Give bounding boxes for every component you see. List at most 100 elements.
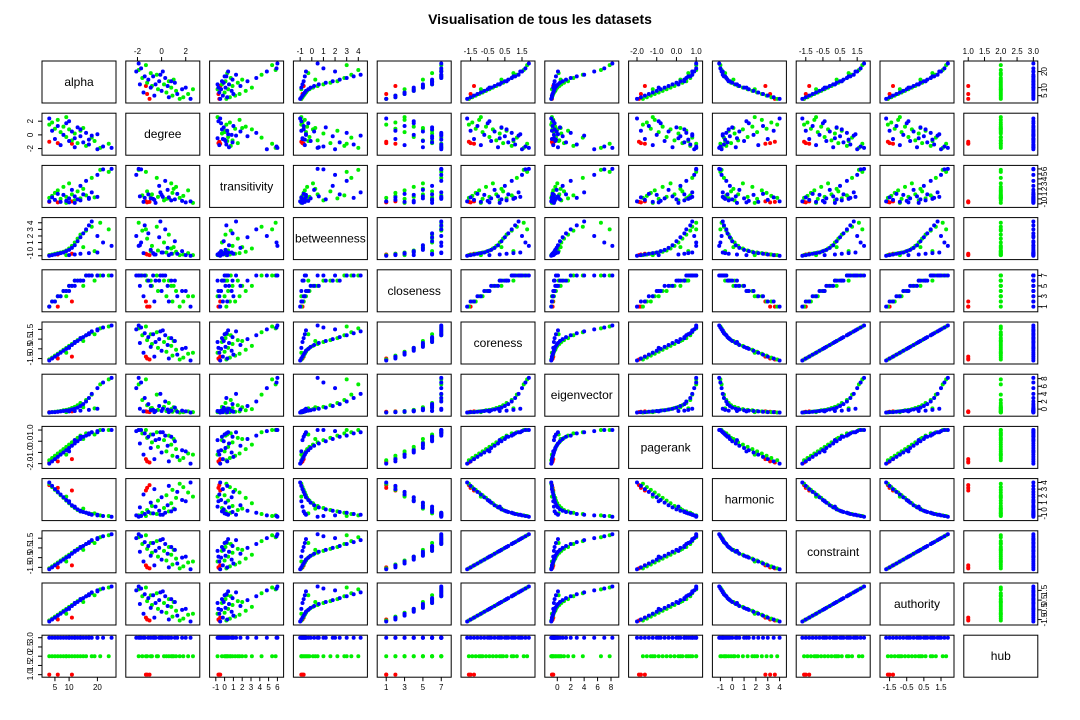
data-point bbox=[312, 187, 317, 192]
data-point bbox=[146, 231, 151, 236]
data-point bbox=[164, 558, 169, 563]
data-point bbox=[662, 283, 667, 288]
data-point bbox=[518, 194, 523, 199]
data-point bbox=[274, 380, 279, 385]
data-point bbox=[145, 236, 150, 241]
data-point bbox=[175, 561, 180, 566]
data-point bbox=[472, 93, 477, 98]
data-point bbox=[402, 199, 407, 204]
data-point bbox=[308, 408, 313, 413]
data-point bbox=[719, 172, 724, 177]
data-point bbox=[86, 407, 91, 412]
data-point bbox=[163, 333, 168, 338]
data-point bbox=[504, 198, 509, 203]
data-point bbox=[827, 129, 832, 134]
data-point bbox=[312, 84, 317, 89]
data-point bbox=[145, 92, 150, 97]
data-point bbox=[807, 457, 812, 462]
data-point bbox=[574, 142, 579, 147]
scatter-panel-pagerank-vs-eigenvector bbox=[544, 425, 620, 469]
data-point bbox=[151, 407, 156, 412]
data-point bbox=[598, 326, 603, 331]
data-point bbox=[254, 433, 259, 438]
data-point bbox=[223, 232, 228, 237]
data-point bbox=[136, 375, 141, 380]
data-point bbox=[143, 169, 148, 174]
data-point bbox=[562, 189, 567, 194]
data-point bbox=[756, 350, 761, 355]
data-point bbox=[159, 289, 164, 294]
data-point bbox=[654, 192, 659, 197]
data-point bbox=[95, 537, 100, 542]
data-point bbox=[744, 409, 749, 414]
data-point bbox=[222, 432, 227, 437]
data-point bbox=[966, 199, 971, 204]
data-point bbox=[744, 253, 749, 258]
data-point bbox=[560, 79, 565, 84]
data-point bbox=[430, 235, 435, 240]
data-point bbox=[183, 253, 188, 258]
data-point bbox=[484, 184, 488, 189]
data-point bbox=[146, 192, 151, 197]
data-point bbox=[664, 289, 669, 294]
data-point bbox=[721, 142, 726, 147]
data-point bbox=[142, 540, 147, 545]
data-point bbox=[249, 407, 254, 412]
data-point bbox=[237, 351, 242, 356]
data-point bbox=[998, 220, 1003, 225]
data-point bbox=[154, 512, 159, 517]
scatter-panel-closeness-vs-hub bbox=[963, 269, 1039, 313]
data-point bbox=[727, 235, 732, 240]
data-point bbox=[219, 127, 224, 132]
data-point bbox=[216, 119, 221, 124]
data-point bbox=[834, 186, 839, 191]
data-point bbox=[430, 340, 435, 345]
data-point bbox=[858, 428, 863, 433]
data-point bbox=[634, 358, 639, 363]
data-point bbox=[998, 71, 1003, 76]
scatter-panel-transitivity-vs-alpha bbox=[41, 164, 117, 208]
data-point bbox=[235, 141, 240, 146]
data-point bbox=[337, 77, 342, 82]
data-point bbox=[169, 336, 174, 341]
data-point bbox=[607, 141, 612, 146]
data-point bbox=[897, 115, 902, 120]
data-point bbox=[249, 442, 254, 447]
data-point bbox=[153, 200, 158, 205]
data-point bbox=[923, 79, 928, 84]
data-point bbox=[482, 88, 487, 93]
data-point bbox=[761, 191, 766, 196]
data-point bbox=[646, 191, 651, 196]
data-point bbox=[233, 299, 238, 304]
data-point bbox=[245, 545, 250, 550]
data-point bbox=[160, 273, 165, 278]
data-point bbox=[183, 289, 188, 294]
scatter-panel-alpha-vs-eigenvector bbox=[544, 60, 620, 104]
data-point bbox=[487, 200, 492, 205]
scatter-panel-betweenness-vs-pagerank bbox=[628, 217, 704, 261]
data-point bbox=[580, 224, 585, 229]
data-point bbox=[918, 77, 923, 82]
data-point bbox=[1031, 375, 1036, 380]
data-point bbox=[810, 251, 815, 256]
data-point bbox=[137, 549, 142, 554]
data-point bbox=[998, 397, 1003, 402]
data-point bbox=[52, 299, 57, 304]
data-point bbox=[223, 553, 228, 558]
data-point bbox=[81, 231, 86, 236]
data-point bbox=[351, 273, 356, 278]
data-point bbox=[472, 197, 477, 202]
data-point bbox=[95, 273, 100, 278]
data-point bbox=[998, 67, 1003, 72]
scatter-panel-harmonic-vs-coreness bbox=[460, 478, 536, 522]
data-point bbox=[175, 454, 180, 459]
data-point bbox=[734, 200, 739, 205]
data-point bbox=[141, 251, 146, 256]
data-point bbox=[822, 345, 827, 350]
data-point bbox=[763, 141, 768, 146]
data-point bbox=[839, 251, 844, 256]
data-point bbox=[323, 405, 328, 410]
data-point bbox=[229, 450, 234, 455]
data-point bbox=[384, 253, 389, 258]
data-point bbox=[844, 227, 849, 232]
